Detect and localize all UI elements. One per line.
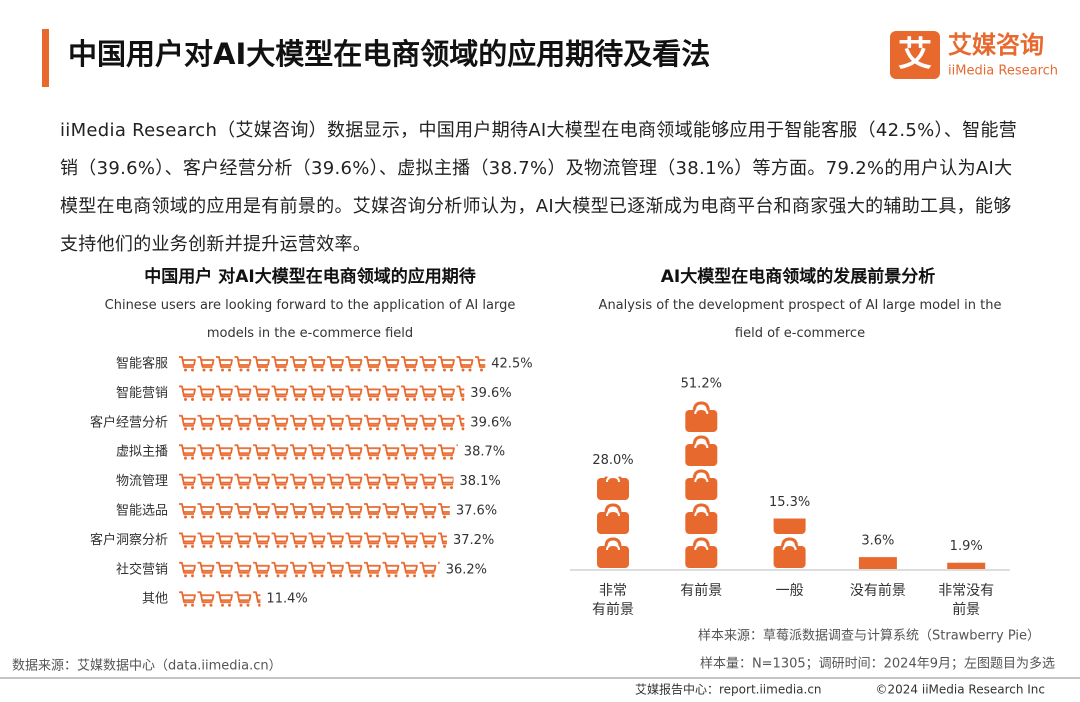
- bar: [178, 411, 465, 436]
- chart-subtitle: Chinese users are looking forward to the…: [104, 298, 516, 341]
- value-label: 1.9%: [950, 539, 983, 554]
- value-label: 36.2%: [446, 562, 487, 577]
- bar: [178, 558, 440, 583]
- category-label: 物流管理: [116, 474, 168, 489]
- category-label: 一般: [776, 583, 804, 599]
- logo-mark: 艾: [898, 35, 932, 75]
- value-label: 51.2%: [681, 377, 722, 392]
- bar: [178, 382, 465, 407]
- value-label: 3.6%: [861, 534, 894, 549]
- logo-box: [890, 31, 940, 79]
- sample-source: 样本来源：草莓派数据调查与计算系统（Strawberry Pie）: [698, 629, 1040, 644]
- value-label: 28.0%: [592, 453, 633, 468]
- value-label: 37.2%: [453, 533, 494, 548]
- category-label: 有前景: [680, 582, 722, 599]
- column: [682, 400, 721, 569]
- copyright: ©2024 iiMedia Research Inc: [876, 683, 1045, 697]
- bar: [178, 470, 454, 495]
- bar: [178, 588, 261, 613]
- category-label: 智能选品: [116, 504, 168, 519]
- value-label: 38.7%: [464, 445, 505, 460]
- bar: [178, 500, 450, 524]
- chart-subtitle: Analysis of the development prospect of …: [598, 298, 1002, 341]
- title-accent: [42, 29, 49, 87]
- bar: [178, 441, 458, 466]
- value-label: 37.6%: [456, 504, 497, 519]
- category-label: 客户洞察分析: [90, 532, 168, 548]
- value-label: 42.5%: [491, 357, 532, 372]
- category-label: 非常有前景: [592, 583, 634, 618]
- value-label: 15.3%: [769, 495, 810, 510]
- column: [770, 518, 809, 569]
- chart-title: 中国用户 对AI大模型在电商领域的应用期待: [144, 266, 475, 287]
- brand-cn: 艾媒咨询: [948, 31, 1044, 59]
- report-center: 艾媒报告中心：report.iimedia.cn: [635, 682, 822, 697]
- value-label: 39.6%: [470, 415, 511, 430]
- category-label: 智能营销: [116, 386, 168, 401]
- value-label: 11.4%: [266, 592, 307, 607]
- column: [947, 562, 986, 569]
- category-label: 社交营销: [116, 561, 168, 577]
- page-title: 中国用户对AI大模型在电商领域的应用期待及看法: [68, 37, 710, 71]
- column: [594, 476, 632, 569]
- value-label: 39.6%: [470, 386, 511, 401]
- category-label: 非常没有前景: [938, 583, 994, 618]
- bar: [178, 353, 486, 377]
- chart-title: AI大模型在电商领域的发展前景分析: [661, 266, 935, 287]
- value-label: 38.1%: [459, 474, 500, 489]
- column: [858, 557, 897, 569]
- bar: [178, 529, 447, 554]
- category-label: 没有前景: [850, 582, 906, 599]
- category-label: 客户经营分析: [90, 414, 168, 430]
- brand-en: iiMedia Research: [948, 64, 1058, 79]
- category-label: 虚拟主播: [116, 445, 168, 460]
- sample-size: 样本量：N=1305；调研时间：2024年9月；左图题目为多选: [700, 656, 1055, 672]
- data-source: 数据来源：艾媒数据中心（data.iimedia.cn）: [12, 659, 282, 674]
- category-label: 其他: [142, 592, 168, 607]
- paragraph: iiMedia Research（艾媒咨询）数据显示，中国用户期待AI大模型在电…: [60, 120, 1018, 255]
- category-label: 智能客服: [116, 356, 168, 372]
